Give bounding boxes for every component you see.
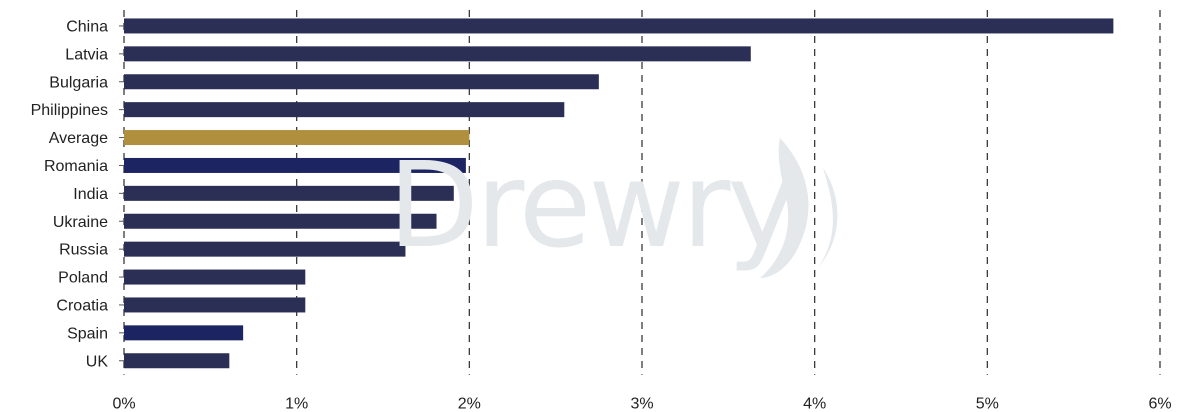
bar [124, 18, 1114, 34]
category-label: Poland [58, 270, 108, 287]
category-label: UK [86, 353, 109, 370]
bar [124, 74, 599, 90]
bar [124, 353, 230, 369]
category-label: Romania [44, 158, 108, 175]
category-label: China [66, 18, 108, 35]
bar [124, 130, 470, 146]
bar [124, 213, 437, 229]
bar [124, 102, 565, 118]
bar [124, 241, 406, 257]
category-label: Spain [67, 325, 108, 342]
bar [124, 297, 306, 313]
bar [124, 185, 454, 201]
x-tick-label: 4% [803, 396, 826, 412]
x-tick-label: 6% [1148, 396, 1171, 412]
bar [124, 157, 466, 173]
bar [124, 46, 751, 62]
x-tick-label: 5% [976, 396, 999, 412]
category-label: Philippines [31, 102, 108, 119]
grid-layer [296, 10, 1161, 375]
x-tick-label: 3% [630, 396, 653, 412]
category-label: Average [49, 130, 108, 147]
axis-layer [119, 10, 125, 375]
category-label: Bulgaria [49, 74, 108, 91]
category-label: Croatia [56, 297, 108, 314]
x-tick-label: 0% [112, 396, 135, 412]
category-label: Latvia [65, 46, 108, 63]
bar [124, 269, 306, 285]
category-label: India [73, 186, 108, 203]
x-tick-label: 1% [285, 396, 308, 412]
label-layer: 0% 1% 2% 3% 4% 5% 6% China Latvia Bulgaria Philipp… [31, 18, 1172, 412]
bar [124, 325, 244, 341]
category-label: Russia [59, 242, 108, 259]
category-label: Ukraine [53, 214, 108, 231]
bar-layer [124, 18, 1114, 369]
x-tick-label: 2% [458, 396, 481, 412]
